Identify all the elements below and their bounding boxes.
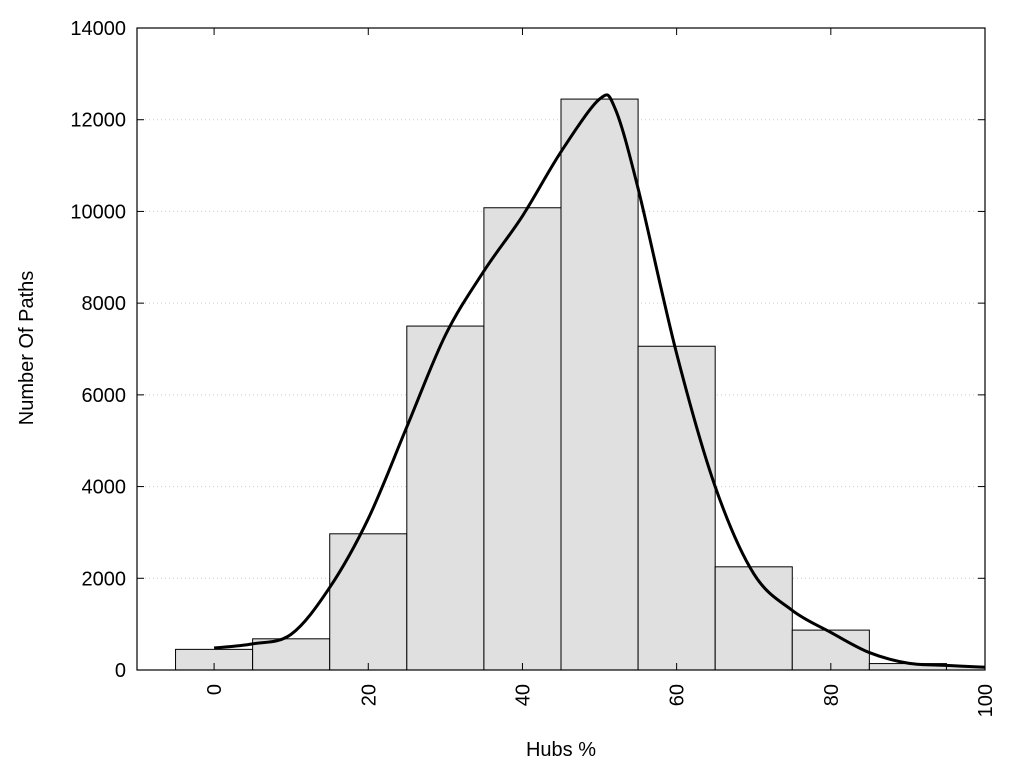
bar — [560, 98, 639, 671]
bars — [175, 98, 986, 671]
y-tick-label: 2000 — [82, 568, 127, 590]
plot-frame — [136, 27, 986, 671]
y-axis-title: Number Of Paths — [16, 271, 38, 426]
y-tick-label: 12000 — [70, 110, 126, 132]
x-tick-label: 80 — [821, 684, 843, 706]
density-curve-layer — [213, 93, 986, 669]
y-tick-label: 6000 — [82, 385, 127, 407]
y-tick-label: 4000 — [82, 477, 127, 499]
y-tick-label: 14000 — [70, 18, 126, 40]
x-tick-label: 20 — [358, 684, 380, 706]
bar — [252, 638, 331, 671]
x-axis: 0 20 40 60 80 100 — [204, 28, 997, 717]
y-tick-label: 0 — [115, 660, 126, 682]
bar — [406, 325, 485, 671]
bar — [637, 345, 716, 671]
bar — [714, 566, 793, 671]
y-tick-label: 10000 — [70, 201, 126, 223]
x-axis-title: Hubs % — [526, 739, 596, 761]
density-curve — [213, 93, 986, 669]
x-tick-label: 60 — [667, 684, 689, 706]
bar — [329, 533, 408, 671]
y-axis: 0 2000 4000 6000 8000 10000 12000 14000 — [70, 18, 985, 682]
x-tick-label: 0 — [204, 684, 226, 695]
bar — [483, 207, 562, 671]
x-tick-label: 40 — [512, 684, 534, 706]
y-tick-label: 8000 — [82, 293, 127, 315]
x-tick-label: 100 — [975, 684, 997, 717]
